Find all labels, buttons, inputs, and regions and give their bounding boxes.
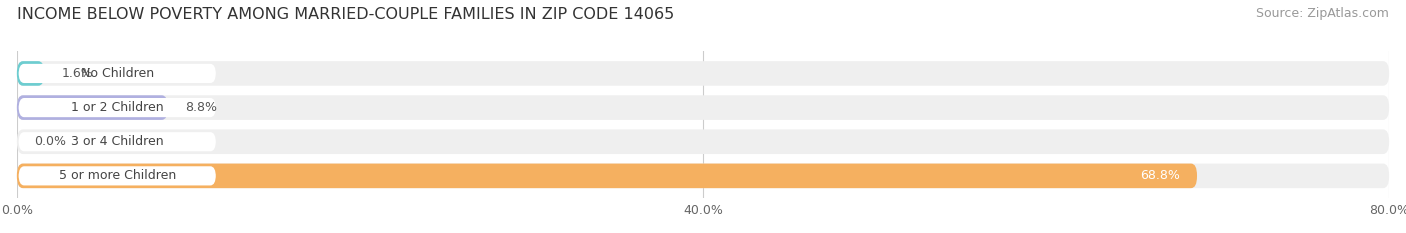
- Text: 8.8%: 8.8%: [186, 101, 217, 114]
- Text: 0.0%: 0.0%: [34, 135, 66, 148]
- FancyBboxPatch shape: [17, 95, 1389, 120]
- FancyBboxPatch shape: [18, 64, 217, 83]
- Text: 1.6%: 1.6%: [62, 67, 93, 80]
- Text: 1 or 2 Children: 1 or 2 Children: [70, 101, 163, 114]
- FancyBboxPatch shape: [17, 164, 1389, 188]
- FancyBboxPatch shape: [18, 166, 217, 185]
- Text: 3 or 4 Children: 3 or 4 Children: [70, 135, 163, 148]
- FancyBboxPatch shape: [17, 95, 167, 120]
- FancyBboxPatch shape: [17, 61, 1389, 86]
- Text: No Children: No Children: [80, 67, 153, 80]
- Text: INCOME BELOW POVERTY AMONG MARRIED-COUPLE FAMILIES IN ZIP CODE 14065: INCOME BELOW POVERTY AMONG MARRIED-COUPL…: [17, 7, 673, 22]
- Text: Source: ZipAtlas.com: Source: ZipAtlas.com: [1256, 7, 1389, 20]
- FancyBboxPatch shape: [17, 61, 45, 86]
- FancyBboxPatch shape: [17, 130, 1389, 154]
- FancyBboxPatch shape: [17, 164, 1197, 188]
- Text: 5 or more Children: 5 or more Children: [59, 169, 176, 182]
- FancyBboxPatch shape: [18, 132, 217, 151]
- Text: 68.8%: 68.8%: [1140, 169, 1180, 182]
- FancyBboxPatch shape: [18, 98, 217, 117]
